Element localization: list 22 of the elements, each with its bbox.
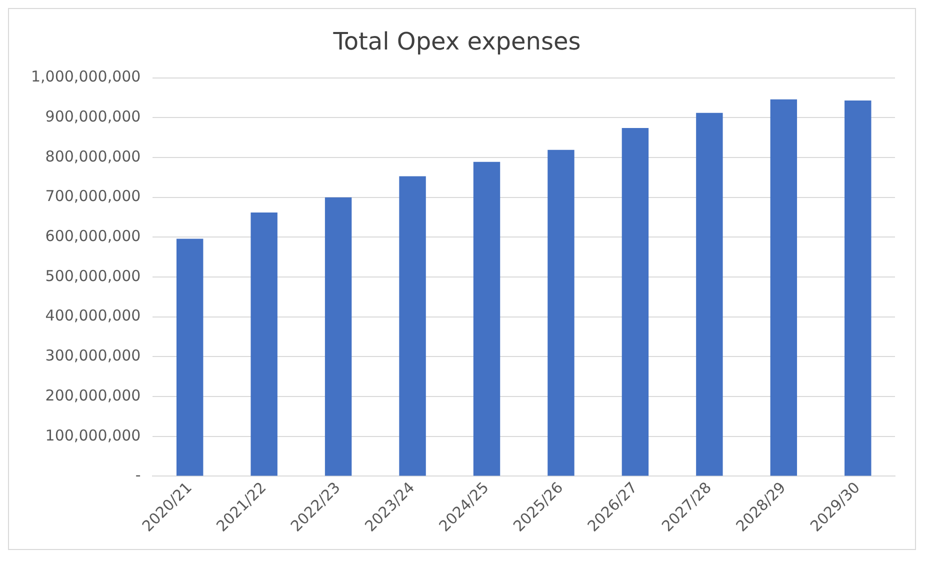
y-tick-label: 100,000,000 xyxy=(45,426,141,444)
bar xyxy=(548,150,574,476)
bar xyxy=(399,176,426,476)
bar xyxy=(622,128,649,476)
bar xyxy=(324,197,352,476)
bar xyxy=(250,212,278,476)
bar xyxy=(770,99,798,476)
chart-title: Total Opex expenses xyxy=(332,28,581,56)
y-tick-label: 500,000,000 xyxy=(45,266,141,285)
y-tick-label: - xyxy=(135,466,141,484)
y-tick-label: 400,000,000 xyxy=(45,306,141,325)
y-tick-label: 600,000,000 xyxy=(45,227,141,246)
y-tick-label: 300,000,000 xyxy=(45,346,141,365)
y-tick-label: 900,000,000 xyxy=(45,108,141,126)
bar xyxy=(176,238,204,476)
bar xyxy=(696,112,723,476)
bar xyxy=(473,162,500,476)
y-tick-label: 200,000,000 xyxy=(45,386,141,404)
y-tick-label: 1,000,000,000 xyxy=(30,68,141,86)
y-tick-label: 800,000,000 xyxy=(45,147,141,166)
y-tick-label: 700,000,000 xyxy=(45,187,141,206)
bar xyxy=(844,100,872,476)
